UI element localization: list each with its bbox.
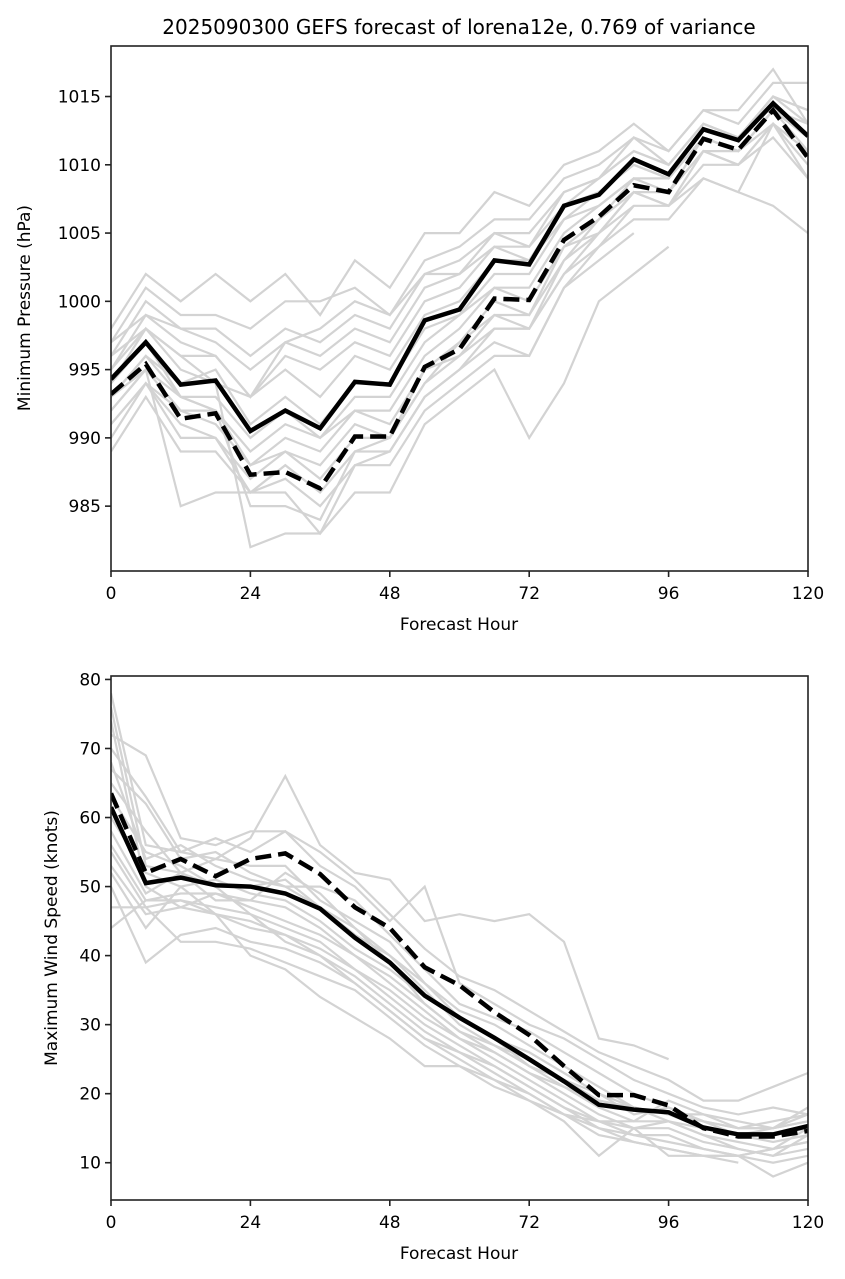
- wind-ensemble-member-line: [111, 865, 808, 1178]
- wind-series: [111, 792, 808, 1139]
- wind-ensemble-member-line: [111, 844, 808, 1157]
- pressure-y-tick-label: 1010: [58, 156, 101, 176]
- pressure-x-tick-label: 24: [240, 584, 262, 604]
- wind-x-tick-label: 96: [658, 1213, 680, 1233]
- pressure-x-tick-label: 120: [792, 584, 824, 604]
- wind-y-tick-label: 30: [79, 1016, 101, 1036]
- pressure-x-tick-label: 72: [518, 584, 540, 604]
- pressure-y-tick-label: 1015: [58, 88, 101, 108]
- wind-solid-line: [111, 806, 808, 1137]
- wind-ensemble-member-line: [111, 899, 808, 1157]
- wind-members: [111, 693, 808, 1178]
- wind-x-tick-label: 120: [792, 1213, 824, 1233]
- pressure-ensemble-member-line: [111, 205, 635, 508]
- pressure-x-tick-label: 48: [379, 584, 401, 604]
- pressure-ensemble-member-line: [111, 108, 808, 399]
- pressure-x-tick-label: 96: [658, 584, 680, 604]
- pressure-y-tick-label: 995: [69, 361, 101, 381]
- pressure-y-ticks: 985 990 995 1000 1005 1010 1015: [58, 88, 111, 517]
- wind-ensemble-member-line: [111, 720, 808, 1130]
- wind-ensemble-member-line: [111, 733, 808, 1102]
- pressure-ensemble-member-line: [111, 95, 808, 358]
- pressure-panel: 985 990 995 1000 1005 1010 1015 0 24 48 72 96 120 F…: [15, 45, 824, 635]
- pressure-ensemble-member-line: [111, 94, 808, 399]
- wind-y-tick-label: 60: [79, 809, 101, 829]
- pressure-y-tick-label: 1005: [58, 224, 101, 244]
- wind-y-tick-label: 20: [79, 1085, 101, 1105]
- pressure-ensemble-member-line: [111, 122, 808, 454]
- wind-y-tick-label: 80: [79, 670, 101, 690]
- wind-axes-frame: [110, 675, 809, 1201]
- wind-x-ticks: 0 24 48 72 96 120: [106, 1200, 824, 1233]
- pressure-ensemble-member-line: [111, 67, 808, 330]
- wind-x-tick-label: 0: [106, 1213, 117, 1233]
- wind-ensemble-member-line: [111, 782, 808, 1137]
- pressure-x-tick-label: 0: [106, 584, 117, 604]
- pressure-y-tick-label: 985: [69, 497, 101, 517]
- pressure-series: [111, 100, 808, 492]
- pressure-y-tick-label: 1000: [58, 292, 101, 312]
- pressure-x-axis-label: Forecast Hour: [400, 615, 518, 635]
- pressure-ensemble-member-line: [111, 177, 808, 467]
- pressure-y-tick-label: 990: [69, 429, 101, 449]
- figure-title: 2025090300 GEFS forecast of lorena12e, 0…: [162, 15, 755, 39]
- wind-y-tick-label: 10: [79, 1154, 101, 1174]
- wind-y-tick-label: 70: [79, 739, 101, 759]
- wind-y-tick-label: 50: [79, 878, 101, 898]
- wind-x-tick-label: 72: [518, 1213, 540, 1233]
- pressure-ensemble-member-line: [111, 108, 808, 399]
- wind-ensemble-member-line: [111, 768, 808, 1130]
- wind-y-ticks: 10 20 30 40 50 60 70 80: [79, 670, 111, 1174]
- wind-ensemble-member-line: [111, 796, 808, 1137]
- wind-x-axis-label: Forecast Hour: [400, 1244, 518, 1264]
- wind-ensemble-member-line: [111, 851, 808, 1164]
- pressure-ensemble-member-line: [111, 121, 808, 440]
- wind-ensemble-member-line: [111, 761, 808, 1130]
- pressure-axes-frame: [110, 45, 809, 572]
- pressure-dashed-line: [111, 106, 808, 492]
- wind-ensemble-member-line: [111, 693, 670, 1061]
- pressure-ensemble-member-line: [111, 81, 808, 343]
- pressure-x-ticks: 0 24 48 72 96 120: [106, 571, 824, 604]
- wind-y-axis-label: Maximum Wind Speed (knots): [42, 810, 62, 1066]
- wind-dashed-line: [111, 792, 808, 1139]
- wind-ensemble-member-line: [111, 747, 808, 1116]
- wind-x-tick-label: 48: [379, 1213, 401, 1233]
- pressure-ensemble-member-line: [111, 122, 808, 481]
- pressure-ensemble-member-line: [111, 245, 670, 536]
- pressure-y-axis-label: Minimum Pressure (hPa): [15, 205, 35, 411]
- wind-y-tick-label: 40: [79, 947, 101, 967]
- wind-x-tick-label: 24: [240, 1213, 262, 1233]
- pressure-solid-line: [111, 100, 808, 434]
- wind-panel: 10 20 30 40 50 60 70 80 0 24 48 72 96 120 Forecast H…: [42, 670, 824, 1264]
